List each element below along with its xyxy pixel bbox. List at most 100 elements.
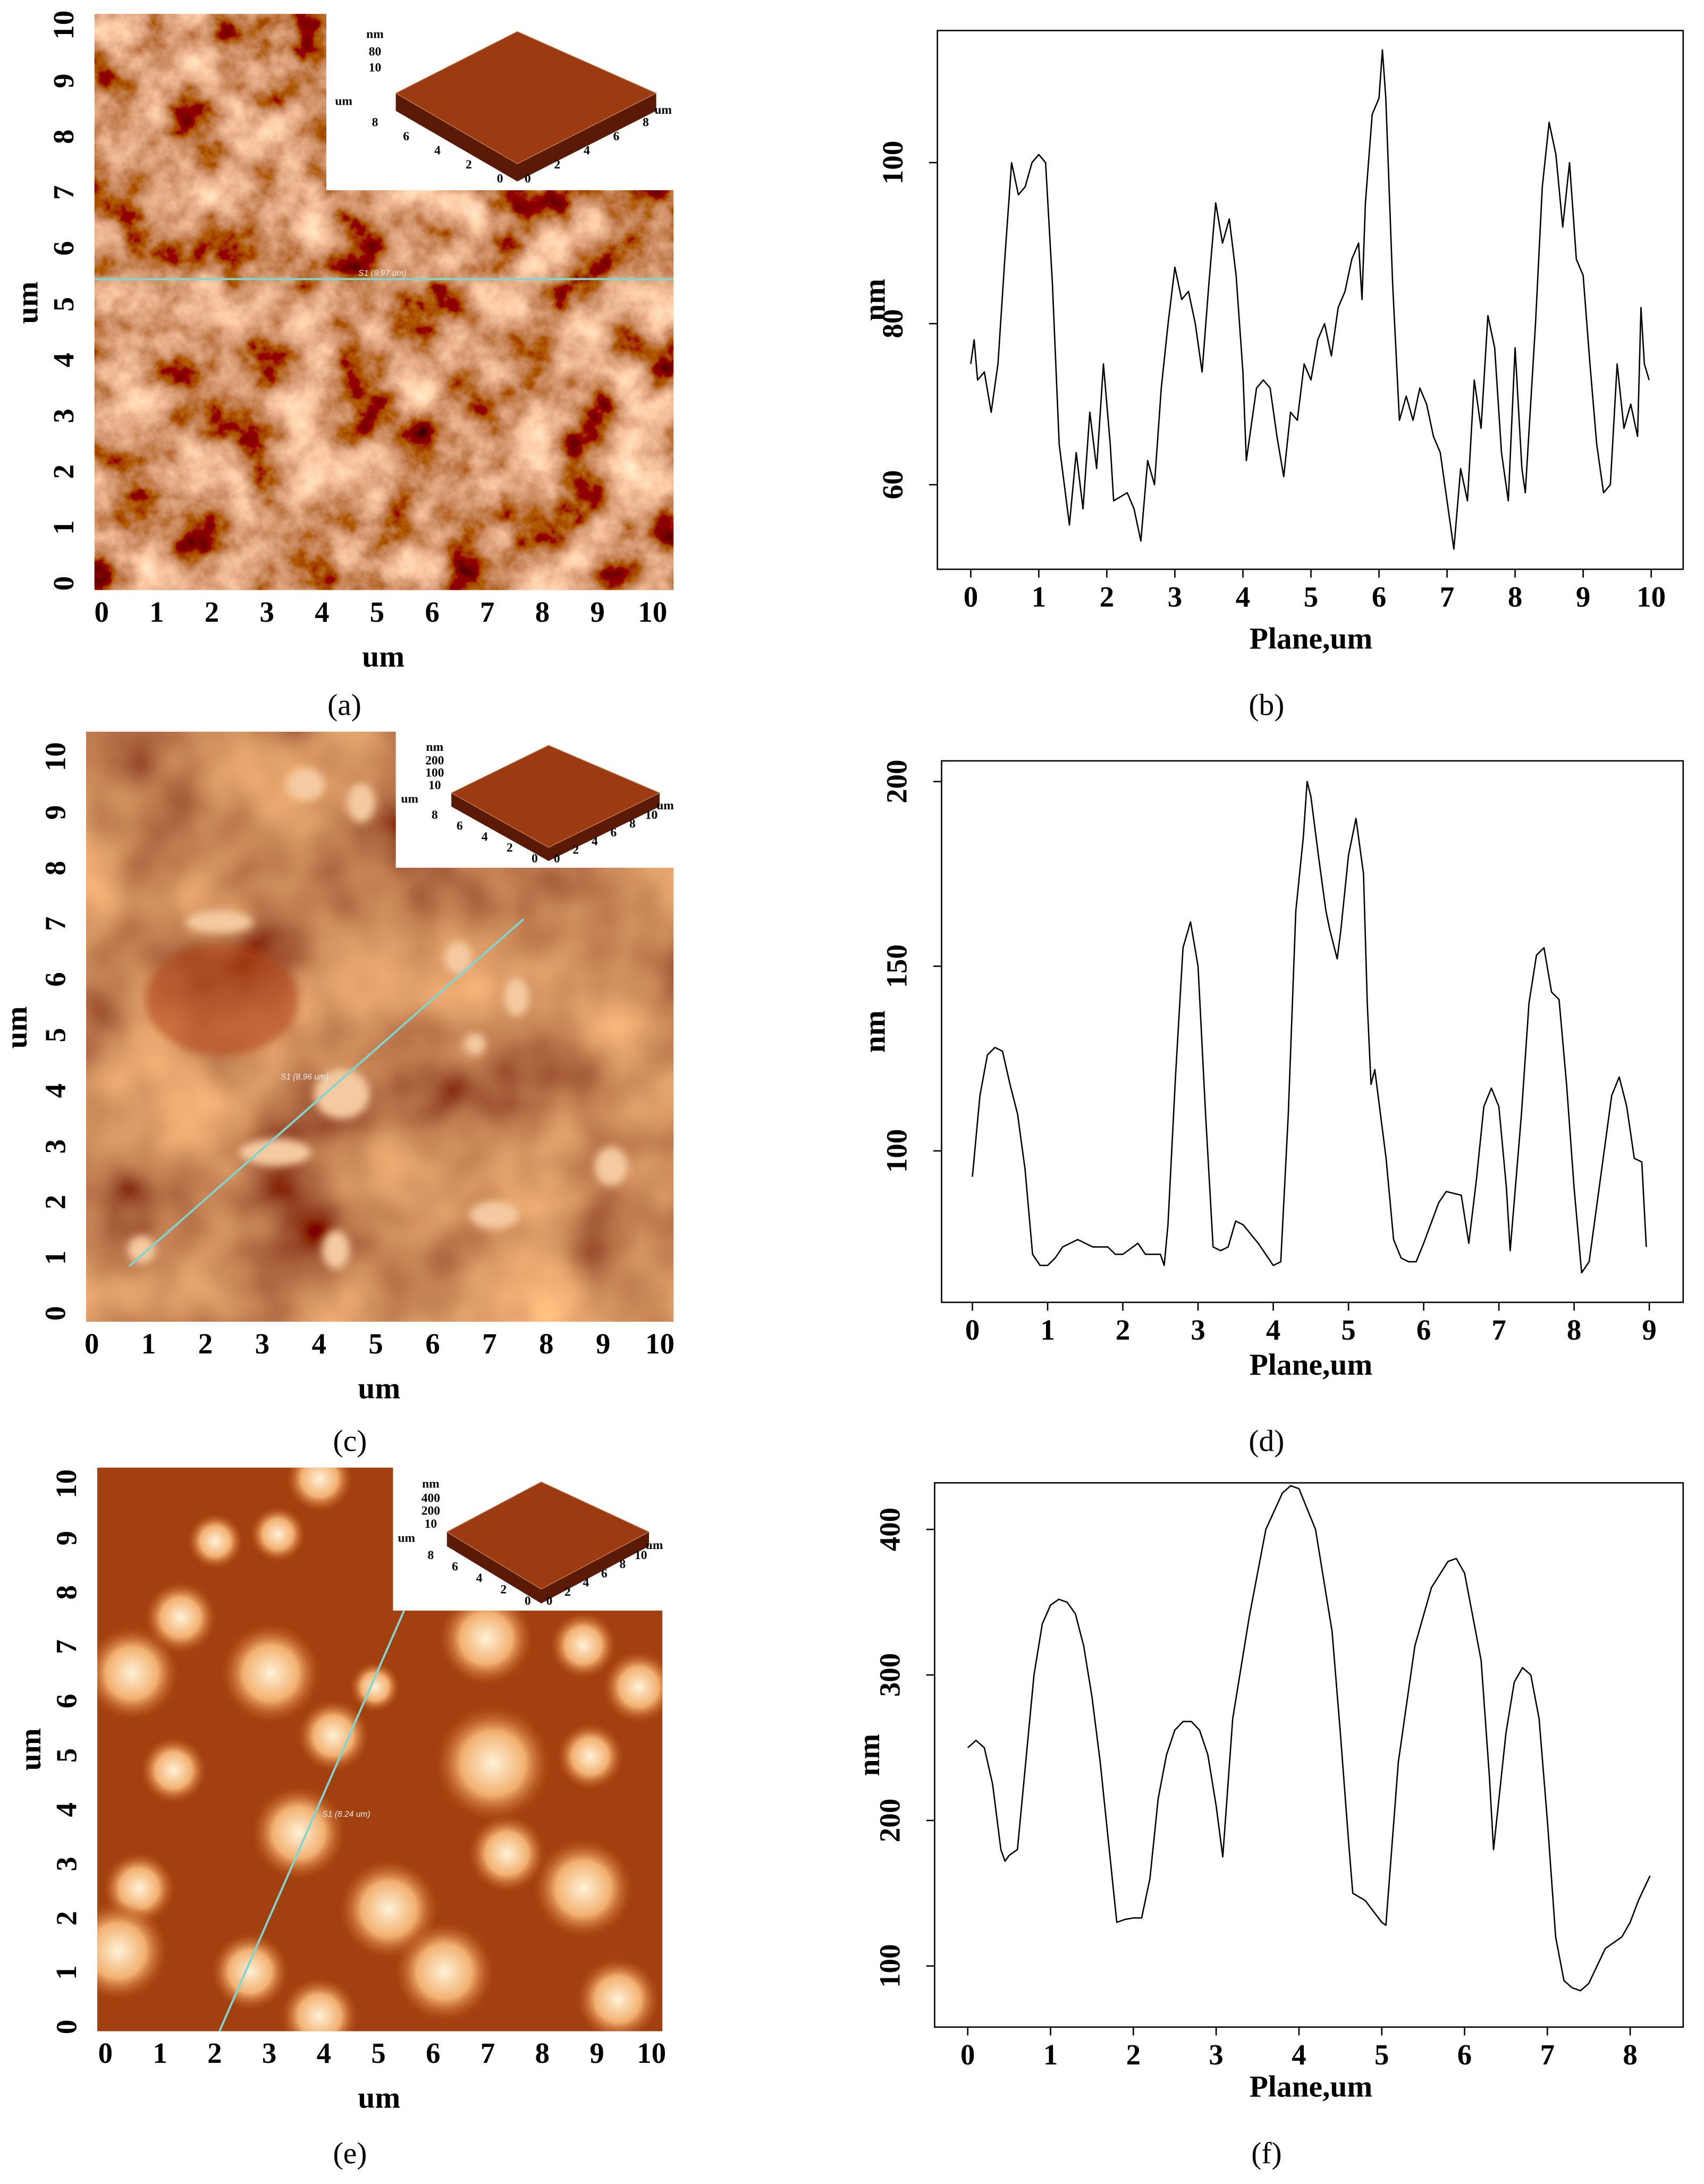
x-tick-label: 5	[1341, 1314, 1355, 1346]
x-tick-label: 10	[638, 596, 667, 628]
x-tick-label: 1	[1043, 2038, 1058, 2071]
x-tick-label: 6	[1372, 580, 1386, 613]
y-tick-label: 3	[39, 1139, 71, 1154]
x-tick-label: 2	[1116, 1314, 1130, 1346]
profile-line	[970, 49, 1650, 550]
y-tick-label: 100	[881, 1129, 913, 1173]
inset-z-tick: 400	[421, 1491, 440, 1505]
x-axis-label: Plane,um	[1250, 622, 1372, 655]
y-tick-label: 200	[881, 760, 913, 803]
x-tick-label: 3	[1209, 2038, 1223, 2071]
inset-left-tick: 0	[497, 172, 503, 185]
scan-label: S1 (8.24 um)	[322, 1810, 370, 1819]
plot-frame	[937, 30, 1684, 570]
x-tick-label: 8	[1567, 1314, 1581, 1346]
inset-left-tick: 6	[457, 819, 463, 833]
inset-z-label: nm	[422, 1477, 440, 1491]
scan-label: S1 (8.96 um)	[281, 1073, 329, 1082]
y-tick-label: 0	[39, 1306, 71, 1320]
y-tick-label: 6	[47, 241, 80, 256]
inset-right-tick: 0	[525, 172, 531, 185]
y-tick-label: 6	[50, 1694, 82, 1708]
x-tick-label: 3	[255, 1327, 269, 1360]
x-tick-label: 1	[149, 596, 164, 628]
inset-z-tick: 10	[369, 61, 382, 74]
y-tick-label: 2	[39, 1195, 71, 1209]
y-tick-label: 0	[47, 576, 80, 590]
y-tick-label: 0	[50, 2020, 82, 2034]
y-tick-label: 80	[876, 309, 909, 338]
scan-label: S1 (9.97 um)	[358, 269, 407, 278]
y-tick-label: 1	[47, 520, 80, 535]
inset-z-tick: 10	[428, 778, 441, 792]
x-axis-label: um	[358, 1372, 400, 1405]
x-tick-label: 1	[141, 1327, 156, 1360]
x-tick-label: 7	[480, 596, 494, 628]
x-tick-label: 0	[964, 580, 978, 613]
inset-z-label: nm	[366, 27, 384, 41]
x-tick-label: 6	[425, 596, 439, 628]
y-tick-label: 8	[47, 130, 80, 144]
y-tick-label: 2	[50, 1911, 82, 1925]
x-tick-label: 9	[1576, 580, 1590, 613]
inset-surface	[450, 744, 661, 848]
inset-right-tick: 10	[635, 1548, 647, 1562]
panel-caption: (e)	[333, 2137, 367, 2170]
y-tick-label: 1	[50, 1965, 82, 1979]
inset-surface-side	[395, 93, 656, 182]
inset-z-tick: 200	[421, 1504, 440, 1518]
x-tick-label: 6	[426, 2037, 440, 2069]
x-tick-label: 4	[315, 596, 329, 628]
x-tick-label: 9	[590, 596, 604, 628]
x-tick-label: 3	[1168, 580, 1182, 613]
inset-left-tick: 2	[507, 841, 513, 855]
inset-left-label: um	[398, 1531, 415, 1545]
inset-right-tick: 2	[572, 843, 579, 857]
y-tick-label: 2	[47, 464, 80, 479]
profile-line	[967, 1485, 1651, 1992]
inset-z-tick: 80	[369, 45, 382, 59]
x-axis-label: Plane,um	[1250, 2070, 1372, 2104]
x-tick-label: 3	[262, 2037, 276, 2069]
inset-right-tick: 4	[583, 1576, 589, 1590]
inset-z-tick: 100	[425, 766, 444, 780]
x-tick-label: 0	[965, 1314, 980, 1346]
inset-right-label: um	[654, 103, 672, 117]
scan-line	[218, 1610, 406, 2032]
inset-z-label: nm	[426, 740, 444, 754]
y-tick-label: 300	[874, 1653, 906, 1697]
inset-left-tick: 8	[372, 115, 378, 129]
x-tick-label: 0	[960, 2038, 975, 2071]
inset-left-tick: 2	[500, 1583, 507, 1597]
scan-line	[128, 918, 525, 1267]
inset-left-tick: 0	[532, 852, 538, 866]
x-tick-label: 5	[368, 1327, 383, 1360]
x-tick-label: 10	[637, 2037, 666, 2069]
y-axis-label: nm	[858, 278, 892, 321]
inset-right-tick: 8	[619, 1557, 626, 1571]
y-tick-label: 4	[47, 353, 80, 367]
y-tick-label: 8	[50, 1585, 82, 1599]
inset-right-tick: 6	[611, 826, 617, 840]
y-tick-label: 1	[39, 1250, 71, 1265]
x-tick-label: 1	[1040, 1314, 1055, 1346]
x-tick-label: 2	[205, 596, 219, 628]
x-tick-label: 7	[1491, 1314, 1506, 1346]
x-tick-label: 8	[1623, 2038, 1637, 2071]
inset-right-tick: 8	[643, 115, 649, 129]
x-tick-label: 8	[1508, 580, 1522, 613]
plot-frame	[934, 1482, 1684, 2028]
inset-left-tick: 8	[428, 1548, 434, 1562]
x-tick-label: 3	[259, 596, 274, 628]
y-axis-label: nm	[858, 1010, 892, 1053]
y-axis-label: um	[14, 1728, 47, 1771]
y-tick-label: 400	[874, 1508, 906, 1551]
x-tick-label: 7	[482, 1327, 496, 1360]
x-tick-label: 9	[1642, 1314, 1656, 1346]
x-tick-label: 1	[1032, 580, 1046, 613]
x-axis-label: Plane,um	[1250, 1348, 1372, 1382]
x-tick-label: 4	[317, 2037, 331, 2069]
inset-left-tick: 8	[432, 808, 438, 822]
y-tick-label: 3	[47, 409, 80, 423]
x-tick-label: 2	[198, 1327, 213, 1360]
